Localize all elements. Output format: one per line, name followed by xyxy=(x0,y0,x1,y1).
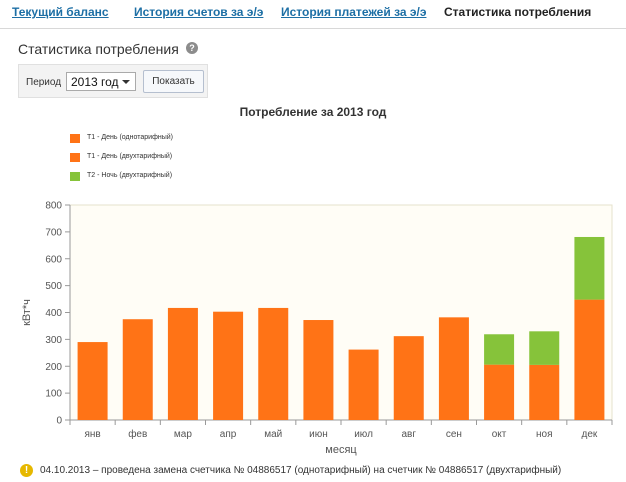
y-tick-label: 500 xyxy=(45,281,62,292)
bar-day xyxy=(77,342,108,420)
bar-day xyxy=(393,336,424,420)
bar-day xyxy=(574,299,605,420)
y-tick-label: 400 xyxy=(45,308,62,319)
x-tick-label: сен xyxy=(446,429,462,440)
tab-payment-history[interactable]: История платежей за э/э xyxy=(281,5,427,19)
y-tick-label: 700 xyxy=(45,227,62,238)
x-tick-label: июл xyxy=(354,429,373,440)
page-title: Статистика потребления xyxy=(18,41,179,57)
period-label: Период xyxy=(26,77,62,88)
bar-night xyxy=(574,236,605,300)
bar-night xyxy=(484,334,515,365)
y-axis-label: кВт*ч xyxy=(21,299,33,326)
period-select-value: 2013 год xyxy=(71,75,119,89)
x-tick-label: фев xyxy=(128,428,147,440)
bar-day xyxy=(122,319,153,420)
bar-night xyxy=(529,331,560,365)
y-tick-label: 600 xyxy=(45,254,62,265)
bar-day xyxy=(213,311,244,420)
bar-day xyxy=(258,307,289,420)
bar-day xyxy=(484,364,515,420)
legend-swatch xyxy=(70,153,80,162)
help-icon[interactable]: ? xyxy=(186,42,198,54)
x-tick-label: ноя xyxy=(536,429,553,440)
tab-bill-history[interactable]: История счетов за э/э xyxy=(134,5,264,19)
x-tick-label: янв xyxy=(84,429,100,440)
bar-day xyxy=(529,364,560,420)
x-tick-label: авг xyxy=(401,429,416,440)
legend-label: Т1 - День (однотарифный) xyxy=(87,134,173,141)
x-tick-label: дек xyxy=(582,429,598,440)
period-filter-panel: Период 2013 год Показать xyxy=(18,64,208,98)
note-text: 04.10.2013 – проведена замена счетчика №… xyxy=(40,465,562,476)
show-button[interactable]: Показать xyxy=(143,70,204,93)
legend-swatch xyxy=(70,172,80,181)
warning-icon: ! xyxy=(20,464,33,477)
legend-label: Т2 - Ночь (двухтарифный) xyxy=(87,172,173,179)
bar-day xyxy=(348,349,379,420)
period-select[interactable]: 2013 год xyxy=(66,72,136,91)
legend-swatch xyxy=(70,134,80,143)
tab-bar: Текущий баланс История счетов за э/э Ист… xyxy=(0,0,626,29)
x-tick-label: мар xyxy=(174,429,192,440)
x-axis-label: месяц xyxy=(325,444,357,456)
y-tick-label: 200 xyxy=(45,362,62,373)
bar-day xyxy=(167,307,198,420)
chevron-down-icon xyxy=(122,80,130,84)
x-tick-label: июн xyxy=(309,429,328,440)
legend-label: Т1 - День (двухтарифный) xyxy=(87,153,173,160)
y-tick-label: 800 xyxy=(45,201,62,212)
tab-current-balance[interactable]: Текущий баланс xyxy=(12,5,109,19)
x-tick-label: окт xyxy=(492,429,507,440)
bar-day xyxy=(438,317,469,420)
y-tick-label: 300 xyxy=(45,335,62,346)
x-tick-label: апр xyxy=(220,429,237,440)
bar-day xyxy=(303,320,334,420)
y-tick-label: 0 xyxy=(56,416,62,427)
plot-area xyxy=(69,204,613,421)
y-tick-label: 100 xyxy=(45,389,62,400)
x-tick-label: май xyxy=(264,429,282,440)
chart-title: Потребление за 2013 год xyxy=(239,105,387,119)
tab-consumption-stats: Статистика потребления xyxy=(444,5,592,19)
